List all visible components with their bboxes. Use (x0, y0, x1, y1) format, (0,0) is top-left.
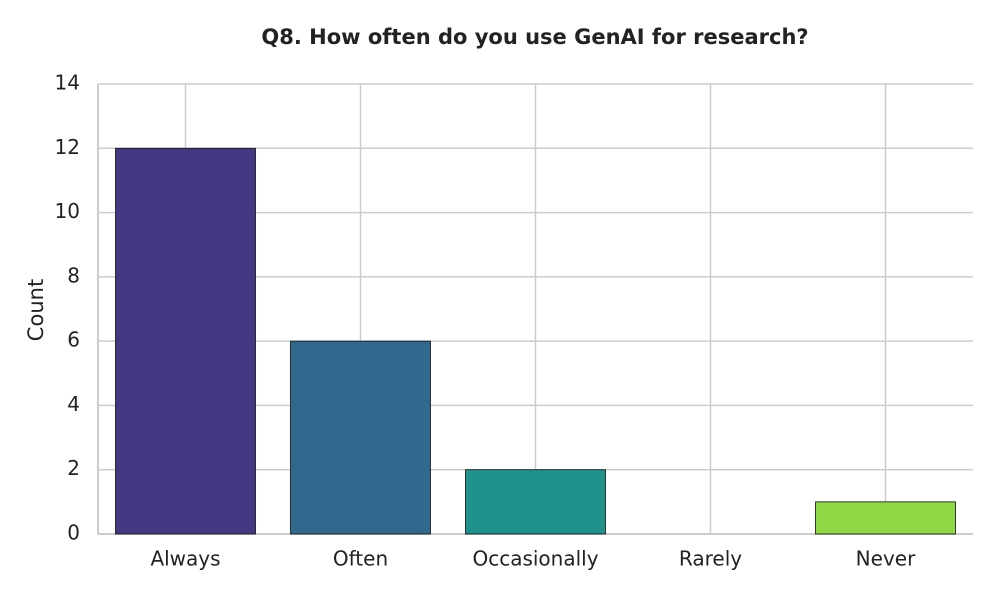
x-tick-label: Occasionally (472, 547, 598, 571)
chart-title: Q8. How often do you use GenAI for resea… (261, 25, 808, 49)
bar (465, 469, 606, 535)
y-axis-label: Count (24, 279, 48, 341)
bar (115, 147, 256, 535)
y-tick-label: 4 (67, 392, 80, 416)
y-tick-label: 2 (67, 456, 80, 480)
y-tick-label: 6 (67, 328, 80, 352)
y-tick-label: 10 (55, 199, 80, 223)
x-tick-label: Always (150, 547, 220, 571)
y-tick-label: 8 (67, 263, 80, 287)
y-tick-label: 14 (55, 71, 80, 95)
x-tick-label: Rarely (679, 547, 742, 571)
y-tick-label: 0 (67, 521, 80, 545)
x-tick-label: Never (856, 547, 916, 571)
bar (290, 340, 431, 535)
x-tick-label: Often (333, 547, 388, 571)
bar (815, 501, 956, 535)
y-tick-label: 12 (55, 135, 80, 159)
